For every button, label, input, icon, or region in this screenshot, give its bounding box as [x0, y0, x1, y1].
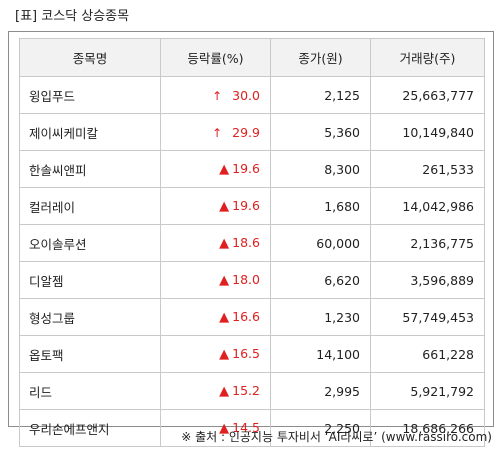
header-rate: 등락률(%) [160, 38, 271, 77]
close-price: 5,360 [270, 113, 371, 151]
change-rate-value: 16.6 [232, 309, 260, 324]
up-arrow-icon: ↑ [212, 125, 223, 140]
table-row: 옵토팩 ▲ 16.5 14,100 661,228 [19, 335, 485, 373]
stock-name: 오이솔루션 [19, 224, 161, 262]
change-rate-value: 16.5 [232, 346, 260, 361]
change-rate-cell: ▲ 19.6 [160, 187, 271, 225]
table-row: 우리손에프앤지 ▲ 14.5 2,250 18,686,266 [19, 409, 485, 447]
change-rate-cell: ▲ 15.2 [160, 372, 271, 410]
up-arrow-icon: ↑ [212, 88, 223, 103]
table-row: 한솔씨앤피 ▲ 19.6 8,300 261,533 [19, 150, 485, 188]
change-rate-value: 19.6 [232, 198, 260, 213]
page-title: [표] 코스닥 상승종목 [15, 9, 130, 24]
change-rate-value: 15.2 [232, 383, 260, 398]
trade-volume: 661,228 [370, 335, 485, 373]
table-row: 윙입푸드 ↑ 30.0 2,125 25,663,777 [19, 76, 485, 114]
close-price: 1,680 [270, 187, 371, 225]
source-note: ※ 출처 : 인공지능 투자비서 ‘AI라씨로’ (www.rassiro.co… [181, 430, 492, 444]
change-rate-value: 18.6 [232, 235, 260, 250]
table-row: 제이씨케미칼 ↑ 29.9 5,360 10,149,840 [19, 113, 485, 151]
trade-volume: 10,149,840 [370, 113, 485, 151]
header-volume: 거래량(주) [370, 38, 485, 77]
close-price: 2,250 [270, 409, 371, 447]
table-row: 오이솔루션 ▲ 18.6 60,000 2,136,775 [19, 224, 485, 262]
close-price: 2,995 [270, 372, 371, 410]
triangle-up-icon: ▲ [219, 347, 230, 362]
close-price: 8,300 [270, 150, 371, 188]
triangle-up-icon: ▲ [219, 199, 230, 214]
table-header-row: 종목명 등락률(%) 종가(원) 거래량(주) [19, 38, 485, 77]
change-rate-cell: ▲ 18.6 [160, 224, 271, 262]
trade-volume: 5,921,792 [370, 372, 485, 410]
table-body: 윙입푸드 ↑ 30.0 2,125 25,663,777 제이씨케미칼 ↑ 29.9 5,360… [19, 76, 485, 447]
triangle-up-icon: ▲ [219, 421, 230, 436]
trade-volume: 14,042,986 [370, 187, 485, 225]
stock-table: 종목명 등락률(%) 종가(원) 거래량(주) 윙입푸드 ↑ 30.0 2,125 25… [19, 38, 485, 447]
change-rate-value: 19.6 [232, 161, 260, 176]
change-rate-cell: ▲ 14.5 [160, 409, 271, 447]
change-rate-cell: ▲ 16.5 [160, 335, 271, 373]
stock-name: 디알젬 [19, 261, 161, 299]
table-row: 리드 ▲ 15.2 2,995 5,921,792 [19, 372, 485, 410]
change-rate-cell: ▲ 18.0 [160, 261, 271, 299]
stock-name: 리드 [19, 372, 161, 410]
trade-volume: 2,136,775 [370, 224, 485, 262]
change-rate-cell: ↑ 29.9 [160, 113, 271, 151]
change-rate-value: 18.0 [232, 272, 260, 287]
triangle-up-icon: ▲ [219, 162, 230, 177]
trade-volume: 3,596,889 [370, 261, 485, 299]
header-close: 종가(원) [270, 38, 371, 77]
stock-name: 한솔씨앤피 [19, 150, 161, 188]
change-rate-cell: ▲ 16.6 [160, 298, 271, 336]
header-name: 종목명 [19, 38, 161, 77]
stock-name: 컬러레이 [19, 187, 161, 225]
table-row: 디알젬 ▲ 18.0 6,620 3,596,889 [19, 261, 485, 299]
triangle-up-icon: ▲ [219, 310, 230, 325]
change-rate-cell: ▲ 19.6 [160, 150, 271, 188]
stock-name: 윙입푸드 [19, 76, 161, 114]
close-price: 60,000 [270, 224, 371, 262]
triangle-up-icon: ▲ [219, 384, 230, 399]
change-rate-cell: ↑ 30.0 [160, 76, 271, 114]
stock-name: 형성그룹 [19, 298, 161, 336]
change-rate-value: 14.5 [232, 420, 260, 435]
close-price: 14,100 [270, 335, 371, 373]
table-row: 컬러레이 ▲ 19.6 1,680 14,042,986 [19, 187, 485, 225]
table-frame: 종목명 등락률(%) 종가(원) 거래량(주) 윙입푸드 ↑ 30.0 2,125 25… [8, 31, 494, 447]
stock-name: 우리손에프앤지 [19, 409, 161, 447]
change-rate-value: 30.0 [232, 87, 260, 103]
close-price: 2,125 [270, 76, 371, 114]
triangle-up-icon: ▲ [219, 236, 230, 251]
table-row: 형성그룹 ▲ 16.6 1,230 57,749,453 [19, 298, 485, 336]
close-price: 6,620 [270, 261, 371, 299]
change-rate-value: 29.9 [232, 124, 260, 140]
trade-volume: 57,749,453 [370, 298, 485, 336]
stock-name: 제이씨케미칼 [19, 113, 161, 151]
trade-volume: 18,686,266 [370, 409, 485, 447]
triangle-up-icon: ▲ [219, 273, 230, 288]
trade-volume: 261,533 [370, 150, 485, 188]
close-price: 1,230 [270, 298, 371, 336]
stock-name: 옵토팩 [19, 335, 161, 373]
trade-volume: 25,663,777 [370, 76, 485, 114]
